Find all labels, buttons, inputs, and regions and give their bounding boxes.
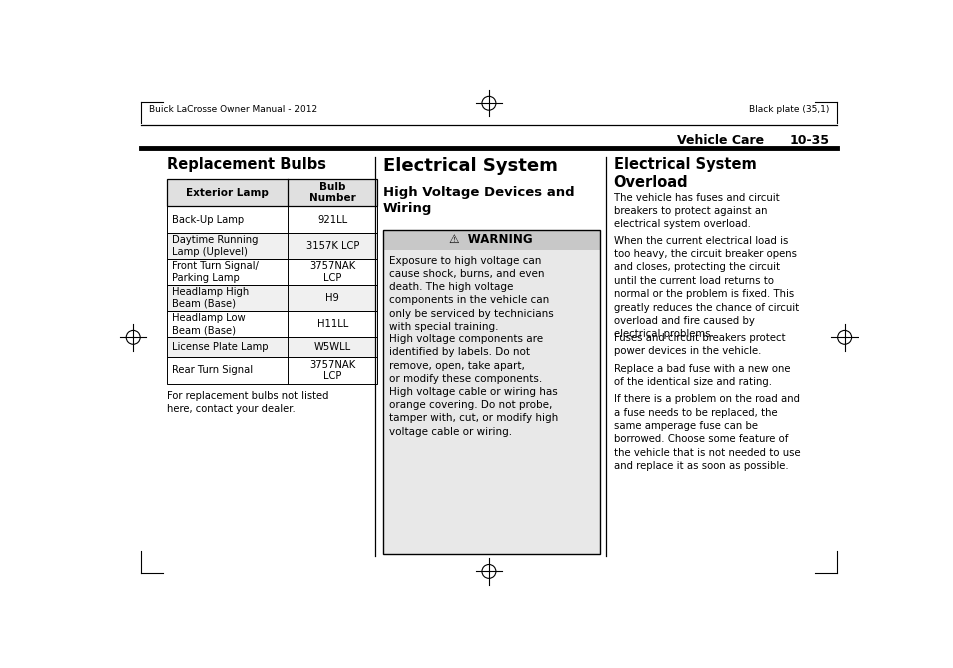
Text: Back-Up Lamp: Back-Up Lamp [172, 214, 244, 224]
Bar [167, 311, 376, 337]
Bar [167, 206, 376, 232]
Text: Front Turn Signal/
Parking Lamp: Front Turn Signal/ Parking Lamp [172, 261, 258, 283]
Text: License Plate Lamp: License Plate Lamp [172, 342, 268, 352]
Text: 921LL: 921LL [317, 214, 347, 224]
Text: 10-35: 10-35 [788, 134, 828, 147]
Bar [382, 230, 599, 554]
Text: For replacement bulbs not listed
here, contact your dealer.: For replacement bulbs not listed here, c… [167, 391, 329, 414]
Text: Fuses and circuit breakers protect
power devices in the vehicle.: Fuses and circuit breakers protect power… [613, 333, 784, 356]
Bar [167, 311, 376, 337]
Text: Exterior Lamp: Exterior Lamp [186, 188, 269, 198]
Bar [167, 337, 376, 357]
Text: High voltage components are
identified by labels. Do not
remove, open, take apar: High voltage components are identified b… [389, 334, 558, 437]
Bar [167, 259, 376, 285]
Text: If there is a problem on the road and
a fuse needs to be replaced, the
same ampe: If there is a problem on the road and a … [613, 394, 800, 471]
Text: Replace a bad fuse with a new one
of the identical size and rating.: Replace a bad fuse with a new one of the… [613, 363, 789, 387]
Text: Black plate (35,1): Black plate (35,1) [748, 105, 828, 114]
Text: H11LL: H11LL [316, 319, 348, 329]
Bar [382, 250, 599, 554]
Text: ⚠  WARNING: ⚠ WARNING [449, 233, 533, 246]
Text: Buick LaCrosse Owner Manual - 2012: Buick LaCrosse Owner Manual - 2012 [149, 105, 316, 114]
Bar [167, 232, 376, 259]
Text: 3157K LCP: 3157K LCP [305, 240, 358, 250]
Bar [167, 357, 376, 383]
Bar [167, 179, 376, 206]
Bar [382, 230, 599, 250]
Text: Daytime Running
Lamp (Uplevel): Daytime Running Lamp (Uplevel) [172, 235, 258, 257]
Text: Rear Turn Signal: Rear Turn Signal [172, 365, 253, 375]
Text: Vehicle Care: Vehicle Care [677, 134, 763, 147]
Bar [167, 285, 376, 311]
Bar [167, 232, 376, 259]
Bar [167, 337, 376, 357]
Bar [167, 357, 376, 383]
Text: Replacement Bulbs: Replacement Bulbs [167, 157, 326, 172]
Bar [167, 285, 376, 311]
Text: When the current electrical load is
too heavy, the circuit breaker opens
and clo: When the current electrical load is too … [613, 236, 798, 339]
Text: 3757NAK
LCP: 3757NAK LCP [309, 261, 355, 283]
Text: W5WLL: W5WLL [314, 342, 351, 352]
Text: The vehicle has fuses and circuit
breakers to protect against an
electrical syst: The vehicle has fuses and circuit breake… [613, 192, 779, 229]
Text: Headlamp Low
Beam (Base): Headlamp Low Beam (Base) [172, 313, 245, 335]
Text: 3757NAK
LCP: 3757NAK LCP [309, 359, 355, 381]
Text: Electrical System: Electrical System [382, 157, 558, 175]
Text: Headlamp High
Beam (Base): Headlamp High Beam (Base) [172, 287, 249, 309]
Bar [167, 206, 376, 232]
Text: Electrical System
Overload: Electrical System Overload [613, 157, 756, 190]
Bar [167, 259, 376, 285]
Text: H9: H9 [325, 293, 339, 303]
Text: Exposure to high voltage can
cause shock, burns, and even
death. The high voltag: Exposure to high voltage can cause shock… [389, 256, 553, 332]
Bar [167, 179, 376, 206]
Text: High Voltage Devices and
Wiring: High Voltage Devices and Wiring [382, 186, 574, 215]
Text: Bulb
Number: Bulb Number [309, 182, 355, 203]
